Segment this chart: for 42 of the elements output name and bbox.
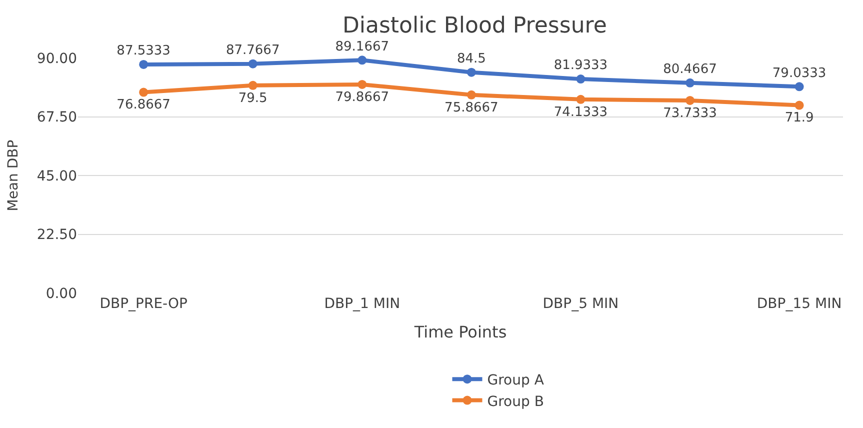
data-label: 84.5 <box>456 51 486 66</box>
point <box>248 59 258 68</box>
y-tick-label: 67.50 <box>36 110 77 126</box>
point <box>358 80 367 89</box>
x-tick-label: DBP_15 MIN <box>756 296 842 312</box>
point <box>139 88 148 97</box>
point <box>358 56 367 65</box>
data-label: 81.9333 <box>554 58 608 74</box>
point <box>139 60 148 69</box>
data-label: 79.0333 <box>772 66 826 81</box>
point <box>794 82 804 92</box>
x-tick-label: DBP_1 MIN <box>324 296 400 312</box>
point <box>466 68 476 77</box>
point <box>466 90 476 100</box>
x-axis-title: Time Points <box>413 322 507 342</box>
data-label: 80.4667 <box>663 62 717 78</box>
data-label: 87.5333 <box>116 44 170 59</box>
data-label: 74.1333 <box>554 104 608 120</box>
y-tick-label: 45.00 <box>36 168 77 184</box>
point <box>686 78 694 88</box>
point <box>794 100 804 110</box>
x-tick-label: DBP_PRE-OP <box>100 296 188 312</box>
y-tick-label: 0.00 <box>46 286 77 302</box>
data-label: 73.7333 <box>663 106 717 121</box>
data-label: 71.9 <box>784 110 814 126</box>
legend-label: Group A <box>487 372 544 389</box>
point <box>248 80 258 90</box>
y-tick-label: 22.50 <box>36 227 77 244</box>
x-tick-label: DBP_5 MIN <box>542 296 619 312</box>
data-label: 76.8667 <box>116 98 170 113</box>
y-axis-title: Mean DBP <box>6 140 22 212</box>
chart-title: Diastolic Blood Pressure <box>342 14 607 39</box>
data-label: 79.5 <box>238 90 268 106</box>
point <box>576 94 586 104</box>
point <box>686 96 694 105</box>
point <box>576 74 586 84</box>
y-tick-label: 90.00 <box>36 50 77 67</box>
legend-label: Group B <box>487 394 544 410</box>
data-label: 75.8667 <box>444 100 498 116</box>
data-label: 89.1667 <box>335 39 390 54</box>
data-label: 79.8667 <box>335 90 390 105</box>
data-label: 87.7667 <box>226 42 280 58</box>
